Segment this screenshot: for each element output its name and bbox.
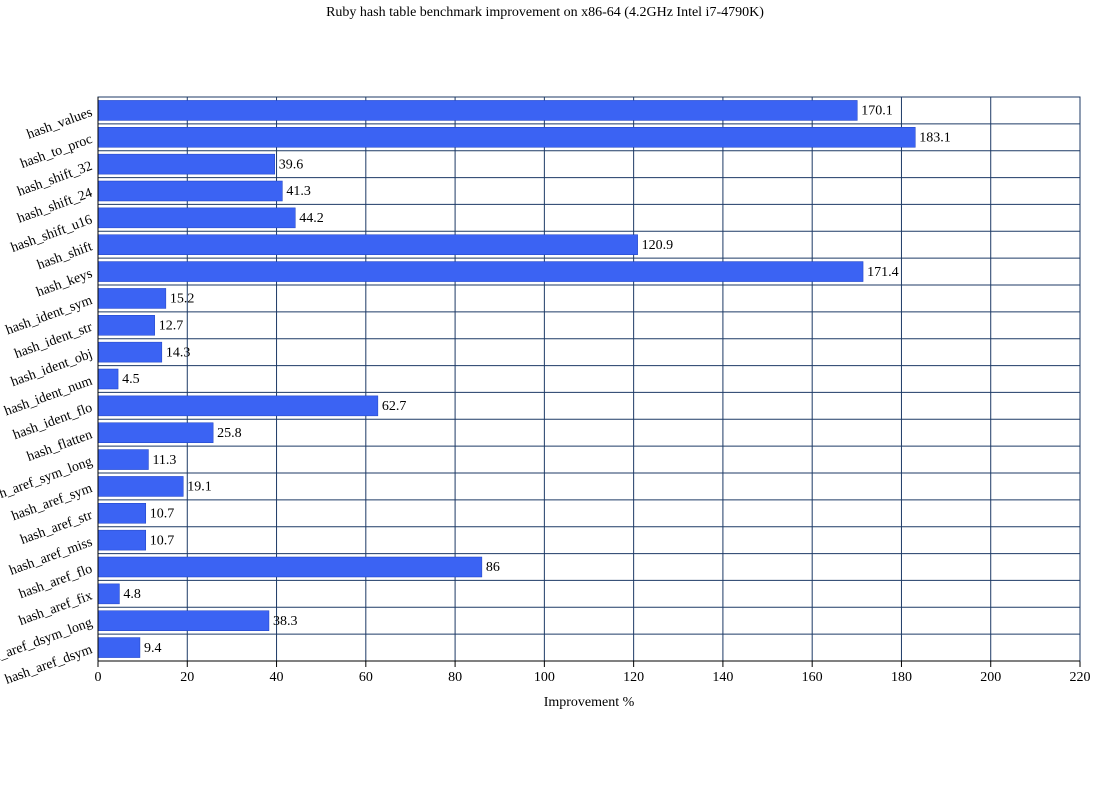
x-tick-label: 0: [95, 670, 102, 685]
x-tick-label: 80: [448, 670, 462, 685]
value-label: 12.7: [159, 319, 184, 334]
bar: [97, 127, 916, 148]
bar: [97, 395, 379, 417]
bar: [97, 422, 214, 443]
bar: [97, 637, 141, 658]
x-tick-label: 20: [180, 670, 194, 685]
value-label: 19.1: [187, 480, 212, 495]
bar: [97, 207, 296, 229]
bar: [97, 583, 120, 605]
bar: [97, 368, 119, 390]
bar: [97, 261, 864, 282]
x-tick-label: 120: [623, 670, 644, 685]
value-label: 39.6: [279, 157, 304, 172]
chart-title: Ruby hash table benchmark improvement on…: [326, 5, 764, 20]
x-tick-label: 100: [534, 670, 555, 685]
value-label: 62.7: [382, 399, 407, 414]
value-label: 170.1: [861, 104, 893, 119]
value-label: 14.3: [166, 345, 191, 360]
bar: [97, 610, 270, 631]
bar: [97, 476, 184, 497]
x-tick-label: 160: [802, 670, 823, 685]
bar: [97, 449, 149, 470]
value-label: 11.3: [152, 453, 176, 468]
x-tick-label: 200: [980, 670, 1001, 685]
value-label: 4.8: [123, 587, 140, 602]
bar: [97, 100, 858, 121]
value-label: 9.4: [144, 641, 162, 656]
value-label: 38.3: [273, 614, 298, 629]
bar: [97, 315, 155, 336]
x-tick-label: 60: [359, 670, 373, 685]
bar: [97, 556, 483, 578]
x-axis-label: Improvement %: [544, 695, 635, 710]
value-label: 10.7: [150, 533, 175, 548]
bar: [97, 529, 147, 551]
x-tick-label: 220: [1070, 670, 1091, 685]
bar: [97, 288, 167, 309]
value-label: 10.7: [150, 507, 175, 522]
bar: [97, 503, 147, 524]
value-label: 171.4: [867, 265, 899, 280]
bar: [97, 153, 276, 175]
x-tick-label: 40: [270, 670, 284, 685]
value-label: 41.3: [286, 184, 311, 199]
value-label: 44.2: [299, 211, 324, 226]
x-tick-label: 140: [712, 670, 733, 685]
value-label: 120.9: [642, 238, 674, 253]
x-tick-label: 180: [891, 670, 912, 685]
value-label: 183.1: [919, 131, 951, 146]
bar: [97, 341, 163, 363]
value-label: 25.8: [217, 426, 242, 441]
bar: [97, 234, 638, 255]
bar: [97, 180, 283, 202]
value-label: 15.2: [170, 292, 195, 307]
value-label: 86: [486, 560, 500, 575]
value-label: 4.5: [122, 372, 140, 387]
